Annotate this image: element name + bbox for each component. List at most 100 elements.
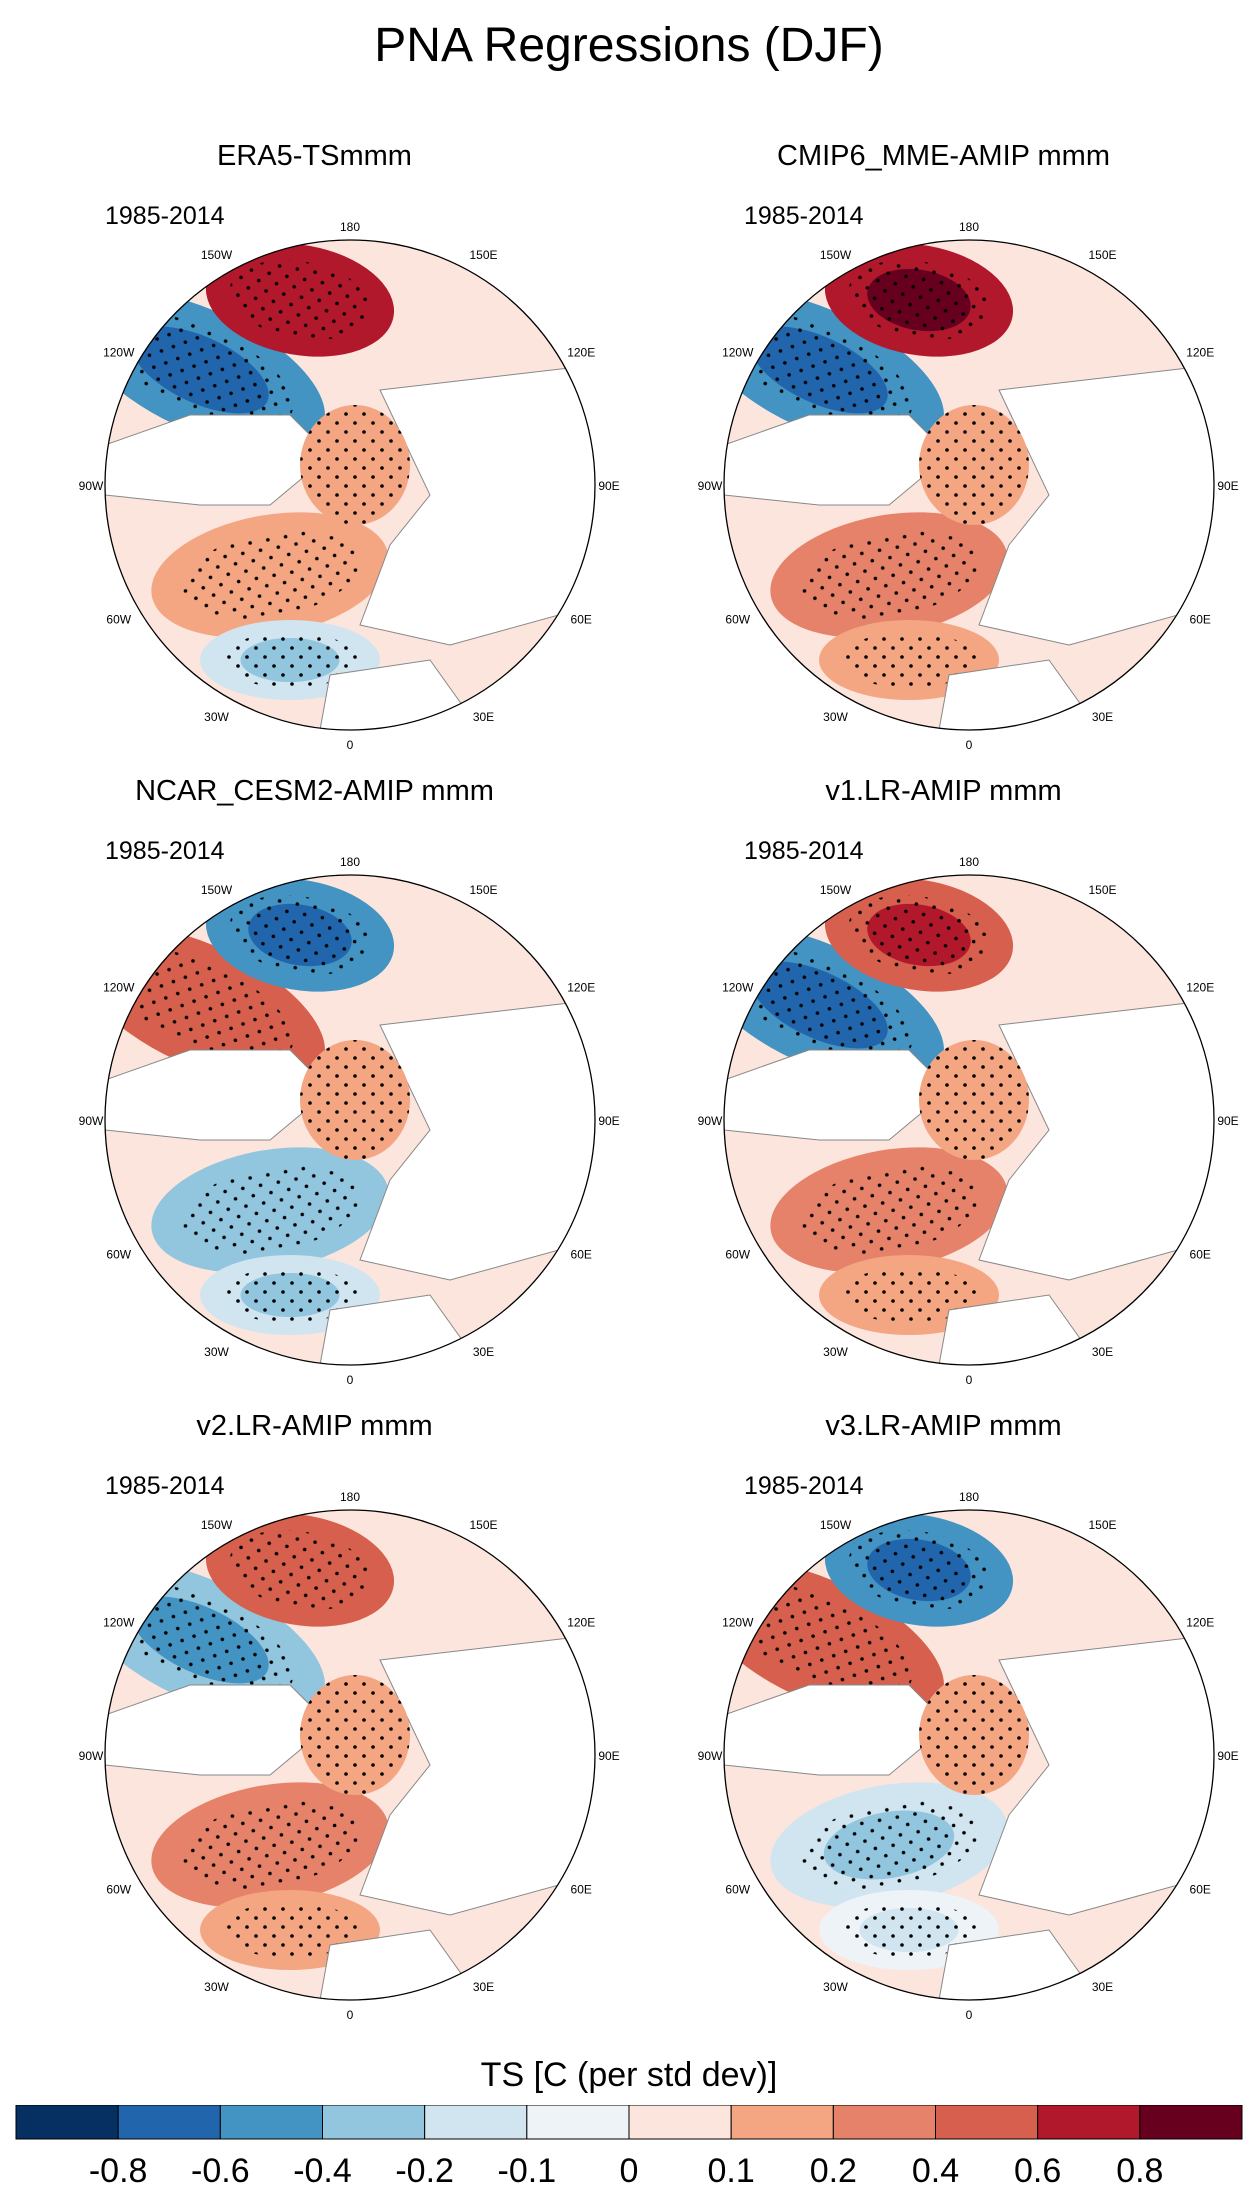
region-sub-atlantic-stippling (222, 1902, 358, 1958)
longitude-label: 150W (201, 883, 233, 897)
map-boundary (104, 874, 596, 1366)
longitude-label: 120W (722, 346, 754, 360)
panel-title: ERA5-TSmmm (217, 140, 412, 172)
region-north-pacific-stippling (229, 895, 371, 975)
longitude-label: 30E (1092, 710, 1113, 724)
colorbar-swatch (1037, 2105, 1141, 2140)
longitude-label: 90E (598, 479, 619, 493)
longitude-label: 120W (722, 1616, 754, 1630)
region-north-pacific-stippling (848, 895, 990, 975)
longitude-label: 180 (959, 220, 979, 234)
region-north-pacific-stippling (848, 1530, 990, 1610)
land-north-america (105, 414, 331, 506)
polar-map: 180 150E 120E 90E 60E 30E 0 30W 60W 90W 120W 150W (79, 220, 620, 752)
longitude-label: 60W (725, 1883, 750, 1897)
land-north-america (105, 1684, 331, 1776)
panel-period: 1985-2014 (744, 1472, 864, 1500)
colorbar-swatch (832, 2105, 936, 2140)
colorbar-tick-label: -0.8 (88, 2152, 148, 2190)
longitude-label: 150W (201, 1518, 233, 1532)
land-eurasia (978, 364, 1214, 646)
colorbar-swatch (1139, 2105, 1243, 2140)
land-eurasia (359, 1634, 595, 1916)
figure-title: PNA Regressions (DJF) (374, 19, 884, 72)
longitude-label: 60W (106, 1248, 131, 1262)
longitude-label: 60E (1190, 1248, 1211, 1262)
longitude-label: 90E (598, 1114, 619, 1128)
region-arctic-stippling (300, 405, 410, 525)
longitude-label: 150E (1088, 883, 1116, 897)
longitude-label: 30W (823, 1980, 848, 1994)
longitude-label: 90E (1217, 1114, 1238, 1128)
longitude-label: 90W (698, 1114, 723, 1128)
land-eurasia (978, 999, 1214, 1281)
region-north-pacific-stippling (229, 1530, 371, 1610)
longitude-label: 60E (571, 613, 592, 627)
longitude-label: 120W (103, 1616, 135, 1630)
land-north-america (724, 1684, 950, 1776)
longitude-label: 30W (204, 1980, 229, 1994)
colorbar-swatch (730, 2105, 834, 2140)
region-west-coast-stippling (106, 312, 294, 428)
colorbar-tick-label: -0.4 (293, 2152, 352, 2190)
region-sub-atlantic-stippling (841, 1902, 977, 1958)
land-north-america (724, 414, 950, 506)
longitude-label: 90E (1217, 1749, 1238, 1763)
map-panel: ERA5-TSmmm 1985-2014 180 150E 120E 90E 60E 30E 0… (0, 140, 629, 762)
longitude-label: 150E (1088, 1518, 1116, 1532)
longitude-label: 0 (347, 1373, 354, 1387)
longitude-label: 150E (1088, 248, 1116, 262)
longitude-label: 0 (966, 738, 973, 752)
longitude-label: 0 (347, 2008, 354, 2022)
land-eurasia (359, 364, 595, 646)
map-boundary (723, 1509, 1215, 2001)
longitude-label: 60W (725, 613, 750, 627)
longitude-label: 30W (823, 1345, 848, 1359)
land-north-america (105, 1049, 331, 1141)
longitude-label: 180 (959, 1490, 979, 1504)
region-arctic-stippling (300, 1675, 410, 1795)
colorbar-swatch (322, 2105, 426, 2140)
colorbar-swatch (219, 2105, 323, 2140)
region-atlantic-stippling (181, 1165, 359, 1255)
region-sub-atlantic-stippling (841, 1267, 977, 1323)
longitude-label: 0 (966, 2008, 973, 2022)
longitude-label: 150W (201, 248, 233, 262)
region-west-coast-stippling (725, 947, 913, 1063)
longitude-label: 60W (106, 613, 131, 627)
longitude-label: 90W (698, 1749, 723, 1763)
longitude-label: 60W (106, 1883, 131, 1897)
region-west-coast-stippling (725, 1582, 913, 1698)
longitude-label: 90E (598, 1749, 619, 1763)
colorbar-tick-label: 0.6 (1014, 2152, 1062, 2190)
panel-period: 1985-2014 (105, 837, 225, 865)
region-arctic-stippling (919, 1675, 1029, 1795)
longitude-label: 30W (823, 710, 848, 724)
longitude-label: 180 (340, 1490, 360, 1504)
land-eurasia (978, 1634, 1214, 1916)
longitude-label: 150E (469, 883, 497, 897)
longitude-label: 120E (567, 1616, 595, 1630)
panel-period: 1985-2014 (744, 202, 864, 230)
longitude-label: 0 (347, 738, 354, 752)
longitude-label: 30E (473, 1980, 494, 1994)
region-west-coast-stippling (725, 312, 913, 428)
longitude-label: 90W (698, 479, 723, 493)
panel-period: 1985-2014 (105, 1472, 225, 1500)
longitude-label: 150W (820, 883, 852, 897)
panel-title: v3.LR-AMIP mmm (825, 1410, 1062, 1442)
longitude-label: 60E (571, 1248, 592, 1262)
longitude-label: 60W (725, 1248, 750, 1262)
region-atlantic-stippling (181, 530, 359, 620)
longitude-label: 150W (820, 1518, 852, 1532)
longitude-label: 120E (1186, 981, 1214, 995)
region-atlantic-stippling (800, 530, 978, 620)
polar-map: 180 150E 120E 90E 60E 30E 0 30W 60W 90W 120W 150W (79, 855, 620, 1387)
map-panel: v3.LR-AMIP mmm 1985-2014 180 150E 120E 90E 60E… (619, 1410, 1248, 2032)
longitude-label: 180 (340, 855, 360, 869)
panel-title: v1.LR-AMIP mmm (825, 775, 1062, 807)
map-boundary (723, 874, 1215, 1366)
region-sub-atlantic-stippling (222, 632, 358, 688)
region-arctic-stippling (300, 1040, 410, 1160)
